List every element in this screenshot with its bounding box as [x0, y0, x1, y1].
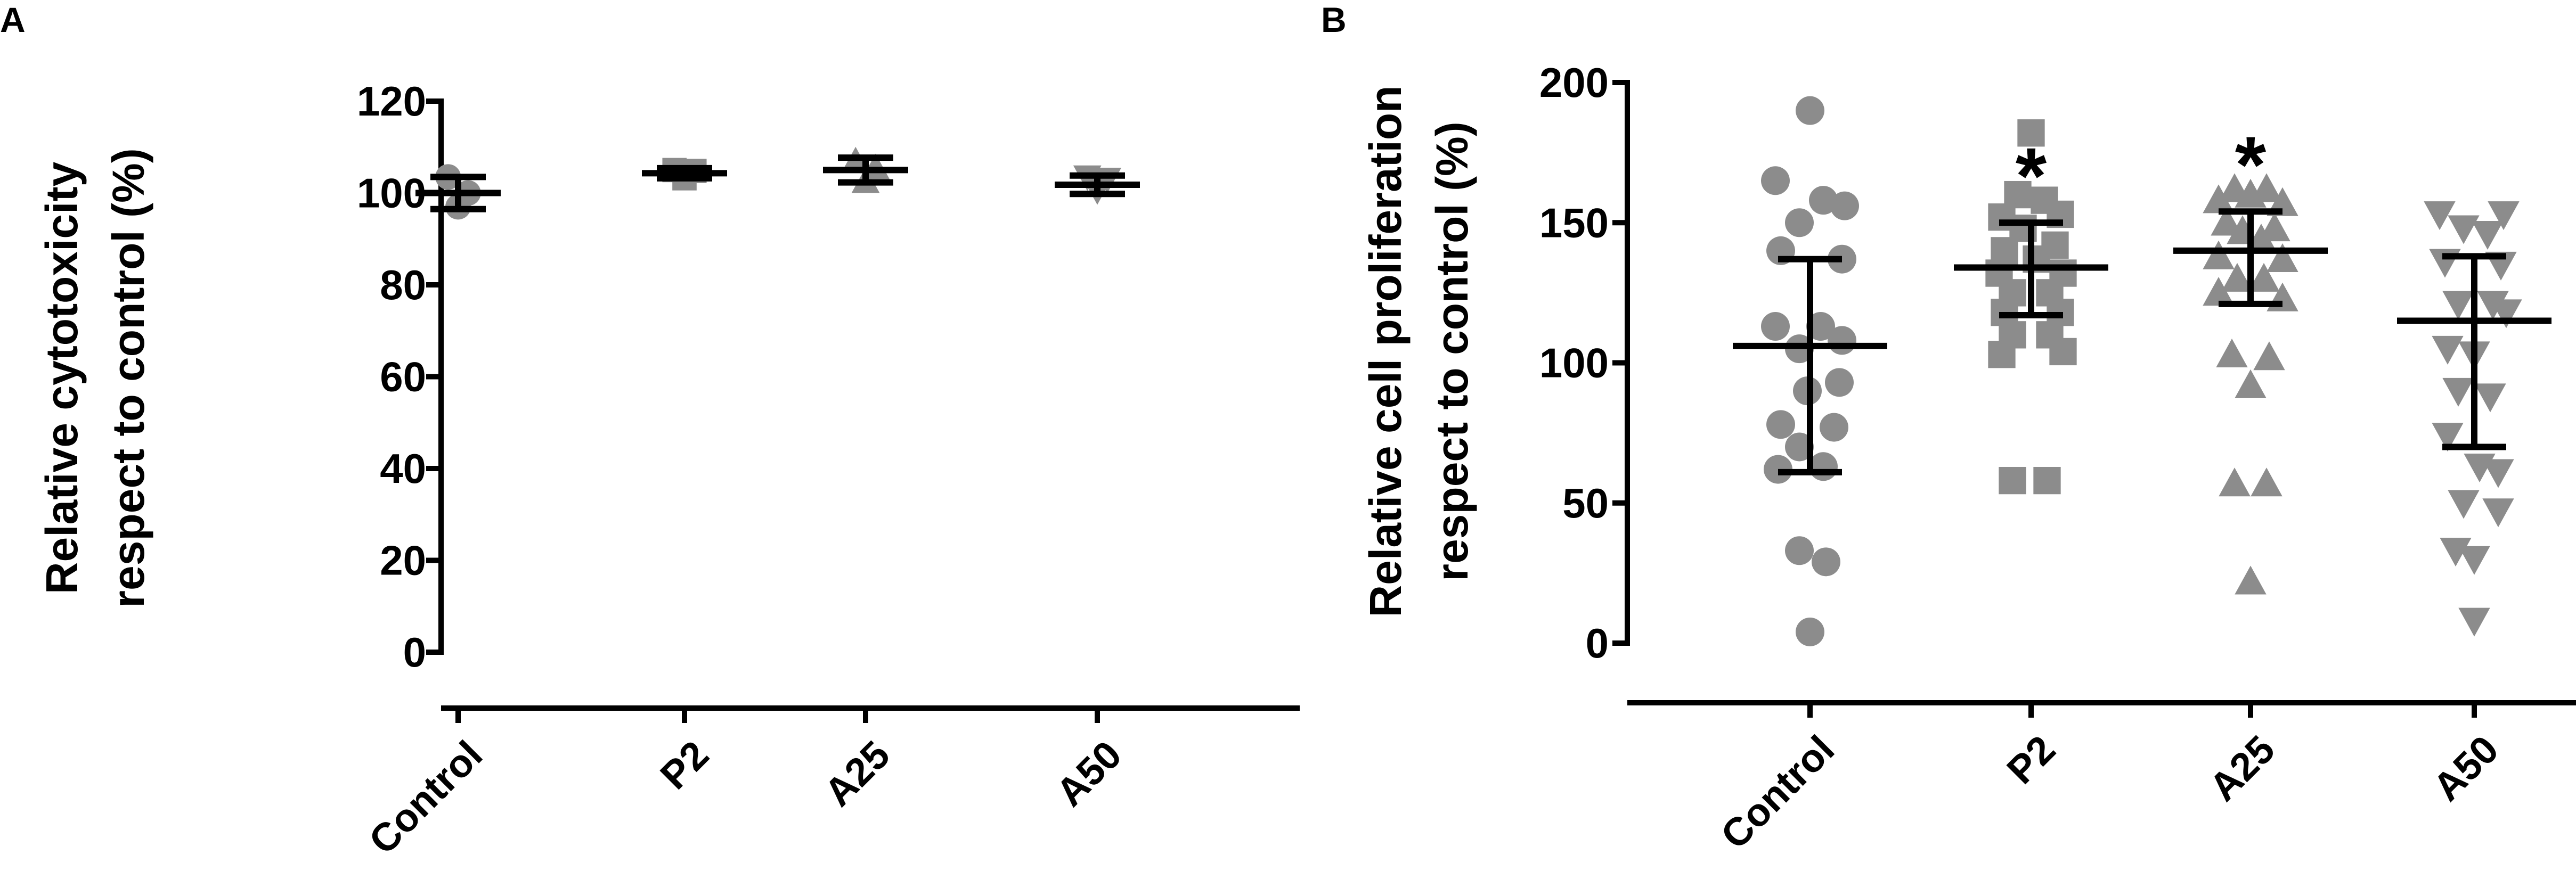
data-point	[2235, 178, 2267, 208]
data-point	[2442, 377, 2474, 407]
data-point	[1761, 312, 1790, 341]
y-axis-title: Relative cytotoxicity	[37, 162, 87, 595]
data-point	[2017, 119, 2045, 147]
significance-marker: *	[2235, 120, 2267, 209]
data-point	[2442, 291, 2474, 320]
data-point	[2251, 467, 2282, 497]
data-point	[2203, 240, 2235, 269]
data-point	[2267, 243, 2298, 272]
data-point	[2211, 207, 2243, 236]
data-point	[1796, 96, 1824, 125]
data-point	[1820, 413, 1848, 442]
panel-label-a: A	[0, 0, 26, 39]
data-point	[2474, 383, 2506, 413]
y-tick-label: 100	[1539, 340, 1609, 387]
x-tick-label: P2	[1999, 727, 2064, 793]
data-point	[2490, 299, 2522, 328]
y-tick-label: 40	[380, 445, 426, 492]
y-axis-title: Relative cell proliferation	[1360, 86, 1411, 618]
y-tick-label: 0	[1586, 620, 1609, 667]
significance-marker: *	[2016, 131, 2047, 220]
x-tick-label: A25	[2201, 727, 2284, 810]
y-tick-label: 60	[380, 354, 426, 400]
y-axis-title: respect to control (%)	[1427, 121, 1477, 581]
data-point	[1999, 466, 2026, 495]
data-point	[2458, 546, 2490, 575]
y-tick-label: 80	[380, 261, 426, 308]
y-tick-label: 0	[403, 629, 426, 676]
data-point	[1761, 166, 1790, 195]
data-point	[1806, 312, 1835, 341]
panel-b-chart: 0 50 100 150 200 Relative cell proliferation r…	[1360, 59, 2576, 857]
data-point	[2221, 262, 2253, 292]
data-point	[2482, 498, 2514, 528]
data-point	[2424, 201, 2456, 231]
data-point	[1812, 547, 1840, 577]
data-point	[2253, 341, 2285, 371]
data-point	[2216, 339, 2248, 368]
x-tick-label: P2	[652, 733, 718, 798]
y-tick-label: 100	[357, 170, 426, 217]
panel-a-chart: 0 20 40 60 80 100 120 Relative cytotoxicity resp…	[37, 78, 1300, 862]
x-tick-label: Control	[1713, 727, 1843, 858]
data-point	[1796, 617, 1824, 646]
data-point	[2219, 467, 2251, 497]
data-point	[2448, 490, 2480, 519]
data-point	[2049, 338, 2077, 366]
x-tick-label: A50	[1048, 733, 1130, 815]
data-point	[2488, 201, 2520, 231]
data-point	[2235, 565, 2267, 595]
data-point	[2432, 423, 2464, 452]
data-point	[1809, 452, 1838, 481]
y-tick-label: 50	[1562, 480, 1609, 527]
data-point	[1825, 368, 1854, 397]
y-axis-title: respect to control (%)	[103, 148, 153, 607]
data-point	[1830, 191, 1859, 220]
data-point	[1785, 208, 1814, 237]
data-point	[1766, 410, 1795, 439]
y-tick-label: 150	[1539, 199, 1609, 246]
data-point	[2440, 537, 2472, 566]
data-point	[2472, 221, 2504, 250]
data-point	[1828, 326, 1856, 355]
data-point	[1785, 536, 1814, 565]
data-point	[2033, 466, 2061, 495]
x-tick-label: A25	[816, 733, 899, 815]
data-point	[2235, 369, 2267, 398]
data-point	[2458, 607, 2490, 637]
data-point	[1785, 432, 1814, 462]
y-tick-label: 200	[1539, 59, 1609, 106]
x-tick-label: Control	[361, 733, 491, 863]
panel-label-b: B	[1321, 0, 1347, 39]
y-tick-label: 120	[357, 78, 426, 125]
x-tick-label: A50	[2425, 727, 2507, 810]
data-point	[1988, 341, 2016, 368]
data-point	[2248, 262, 2280, 292]
data-point	[2482, 459, 2514, 488]
data-point	[2448, 215, 2480, 244]
y-tick-label: 20	[380, 537, 426, 584]
data-point	[2432, 335, 2464, 365]
data-point	[2203, 184, 2235, 213]
data-point	[2203, 277, 2235, 306]
data-point	[2477, 291, 2509, 320]
